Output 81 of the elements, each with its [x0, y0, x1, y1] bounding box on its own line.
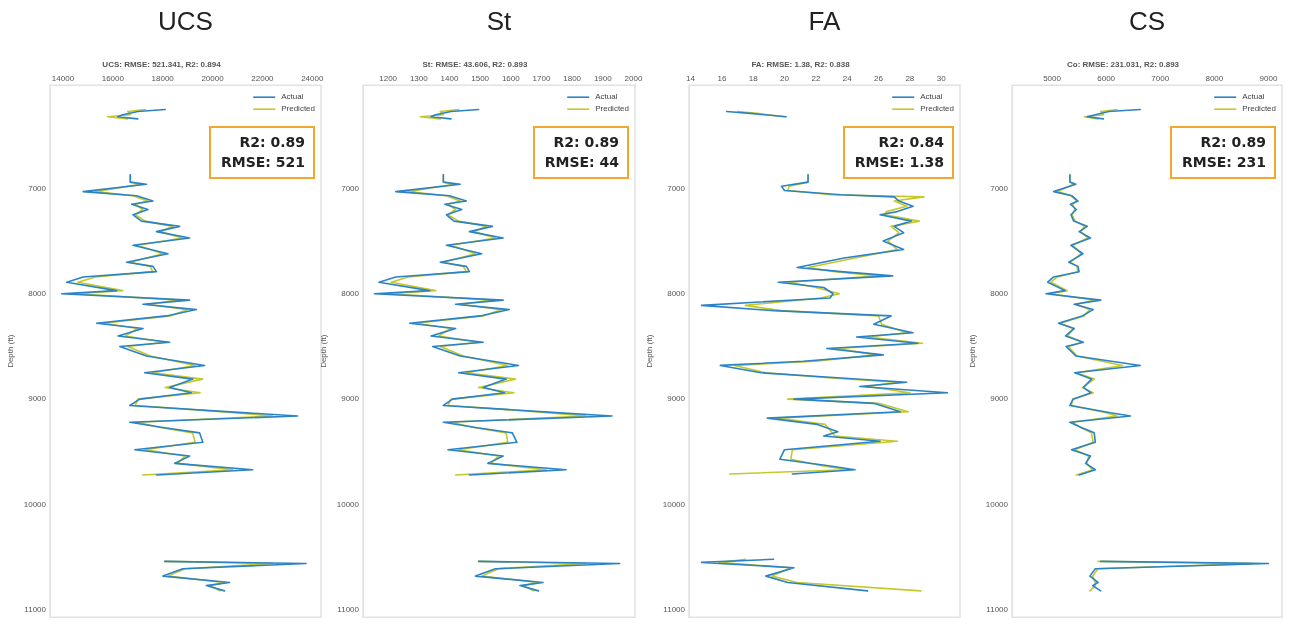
- y-tick-label: 10000: [23, 499, 47, 509]
- chart-title: FA: [807, 6, 842, 37]
- x-tick-label: 16: [717, 73, 727, 83]
- x-tick-label: 24000: [301, 73, 324, 83]
- chart-title: CS: [1127, 6, 1167, 37]
- legend-label: Actual: [1242, 92, 1265, 102]
- x-tick-label: 1200: [379, 73, 398, 83]
- y-tick-label: 10000: [662, 499, 686, 509]
- x-tick-label: 14: [686, 73, 696, 83]
- x-tick-label: 1400: [440, 73, 459, 83]
- y-tick-label: 7000: [667, 183, 686, 193]
- chart-subtitle: UCS: RMSE: 521.341, R2: 0.894: [102, 60, 222, 69]
- y-axis-title: Depth (ft): [319, 334, 328, 368]
- legend-label: Actual: [595, 92, 618, 102]
- legend-label: Predicted: [1242, 104, 1276, 114]
- x-tick-label: 24: [842, 73, 853, 83]
- y-axis-title: Depth (ft): [6, 334, 15, 368]
- x-tick-label: 20000: [201, 73, 225, 83]
- y-axis-title: Depth (ft): [968, 334, 977, 368]
- y-tick-label: 10000: [985, 499, 1009, 509]
- y-tick-label: 8000: [341, 288, 360, 298]
- x-tick-label: 5000: [1043, 73, 1062, 83]
- annotation: R2: 0.89: [552, 133, 619, 152]
- x-tick-label: 1700: [532, 73, 551, 83]
- y-tick-label: 8000: [667, 288, 686, 298]
- x-tick-label: 1500: [471, 73, 490, 83]
- legend-label: Predicted: [920, 104, 954, 114]
- annotation: RMSE: 521: [220, 153, 305, 172]
- x-tick-label: 6000: [1097, 73, 1116, 83]
- y-tick-label: 11000: [986, 605, 1009, 615]
- y-tick-label: 11000: [24, 605, 47, 615]
- x-tick-label: 26: [874, 73, 884, 83]
- x-tick-label: 16000: [101, 73, 125, 83]
- x-tick-label: 30: [936, 73, 947, 83]
- annotation: RMSE: 1.38: [854, 153, 944, 172]
- chart-title: UCS: [157, 6, 214, 37]
- y-tick-label: 9000: [341, 394, 360, 404]
- x-tick-label: 7000: [1151, 73, 1170, 83]
- annotation: R2: 0.89: [238, 133, 305, 152]
- annotation: R2: 0.89: [1199, 133, 1266, 152]
- x-tick-label: 18: [748, 73, 759, 83]
- x-tick-label: 22000: [251, 73, 275, 83]
- text-box: R2: 0.89 RMSE: 521: [208, 126, 315, 179]
- x-tick-label: 28: [905, 73, 915, 83]
- y-axis-title: Depth (ft): [645, 334, 654, 368]
- x-tick-label: 8000: [1205, 73, 1224, 83]
- y-tick-label: 11000: [337, 605, 360, 615]
- legend-label: Predicted: [281, 104, 315, 114]
- y-tick-label: 9000: [28, 394, 47, 404]
- x-tick-label: 1300: [409, 73, 429, 83]
- chart-subtitle: Co: RMSE: 231.031, R2: 0.893: [1066, 60, 1180, 69]
- y-tick-label: 7000: [28, 183, 47, 193]
- y-tick-label: 9000: [990, 394, 1009, 404]
- text-box: R2: 0.89 RMSE: 231: [1169, 126, 1276, 179]
- y-tick-label: 8000: [990, 288, 1009, 298]
- y-tick-label: 7000: [341, 183, 360, 193]
- y-tick-label: 7000: [990, 183, 1009, 193]
- x-tick-label: 1600: [501, 73, 521, 83]
- text-box: R2: 0.89 RMSE: 44: [532, 126, 629, 179]
- x-tick-label: 1800: [563, 73, 582, 83]
- annotation: RMSE: 231: [1181, 153, 1266, 172]
- annotation: R2: 0.84: [877, 133, 944, 152]
- chart-title: St: [485, 6, 513, 37]
- y-tick-label: 8000: [28, 288, 47, 298]
- x-tick-label: 9000: [1259, 73, 1278, 83]
- chart-subtitle: FA: RMSE: 1.38, R2: 0.838: [751, 60, 851, 69]
- legend-label: Actual: [920, 92, 943, 102]
- legend-label: Actual: [281, 92, 304, 102]
- y-tick-label: 11000: [663, 605, 686, 615]
- y-tick-label: 9000: [667, 394, 686, 404]
- x-tick-label: 2000: [624, 73, 643, 83]
- x-tick-label: 1900: [593, 73, 613, 83]
- annotation: RMSE: 44: [544, 153, 619, 172]
- chart-subtitle: St: RMSE: 43.606, R2: 0.893: [422, 60, 529, 69]
- x-tick-label: 14000: [51, 73, 75, 83]
- x-tick-label: 18000: [151, 73, 175, 83]
- text-box: R2: 0.84 RMSE: 1.38: [842, 126, 954, 179]
- legend-label: Predicted: [595, 104, 629, 114]
- y-tick-label: 10000: [336, 499, 360, 509]
- x-tick-label: 20: [780, 73, 790, 83]
- x-tick-label: 22: [811, 73, 821, 83]
